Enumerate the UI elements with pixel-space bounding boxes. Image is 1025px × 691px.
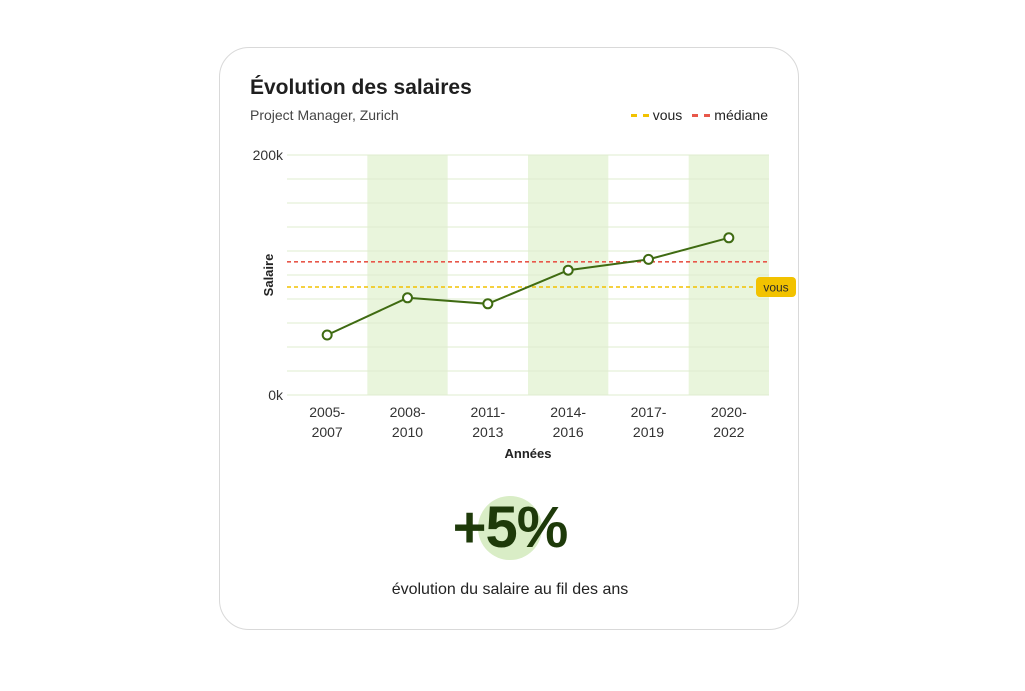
x-tick-label: 2014- 2016 (550, 404, 586, 440)
growth-highlight-circle (478, 496, 542, 560)
x-tick-label-line: 2022 (713, 424, 744, 440)
growth-caption: évolution du salaire au fil des ans (391, 581, 629, 598)
x-tick-label-line: 2010 (392, 424, 423, 440)
x-tick-label-line: 2013 (472, 424, 503, 440)
data-point (562, 264, 574, 276)
x-tick-label-line: 2005- (309, 404, 345, 420)
legend-label-median: médiane (714, 107, 768, 123)
growth-percentage: +5% (452, 495, 569, 560)
x-tick-label: 2005- 2007 (309, 404, 345, 440)
legend-swatch-median (692, 113, 711, 117)
legend-swatch-you (630, 113, 649, 117)
card-title: Évolution des salaires (250, 76, 472, 99)
card-subtitle: Project Manager, Zurich (250, 107, 399, 123)
you-tag-badge (756, 277, 796, 297)
y-tick-label: 0k (268, 387, 284, 403)
growth-highlight: +5% (220, 488, 800, 568)
x-tick-label-line: 2014- (550, 404, 586, 420)
x-tick-label: 2017- 2019 (631, 404, 667, 440)
y-tick-label: 200k (253, 147, 284, 163)
x-tick-label-line: 2019 (633, 424, 664, 440)
data-point (723, 232, 735, 244)
x-tick-label-line: 2017- (631, 404, 667, 420)
y-axis-label: Salaire (261, 254, 276, 297)
x-tick-label: 2011- 2013 (470, 404, 505, 440)
x-tick-label-line: 2007 (312, 424, 343, 440)
legend-item-median: médiane (692, 107, 768, 123)
x-tick-label-line: 2008- (390, 404, 426, 420)
legend-label-you: vous (652, 107, 683, 123)
data-point (643, 253, 654, 265)
you-tag-label: vous (763, 281, 788, 295)
x-axis-label: Années (505, 446, 552, 461)
data-point (482, 298, 494, 310)
x-tick-label: 2008- 2010 (390, 404, 426, 440)
legend-item-you: vous (630, 107, 683, 123)
x-tick-label-line: 2016 (553, 424, 584, 440)
x-tick-label: 2020- 2022 (711, 404, 747, 440)
salary-evolution-card: Évolution des salaires Project Manager, … (219, 47, 799, 630)
data-point (402, 292, 413, 304)
data-point (321, 329, 333, 341)
salary-line (326, 236, 730, 336)
x-tick-label-line: 2020- (711, 404, 747, 420)
salary-line-chart: 0k 200k Salaire 2005- 2007 2008- 2010 2011- 2013… (253, 147, 796, 461)
chart-legend: vous médiane (630, 107, 768, 123)
x-tick-label-line: 2011- (470, 404, 505, 420)
